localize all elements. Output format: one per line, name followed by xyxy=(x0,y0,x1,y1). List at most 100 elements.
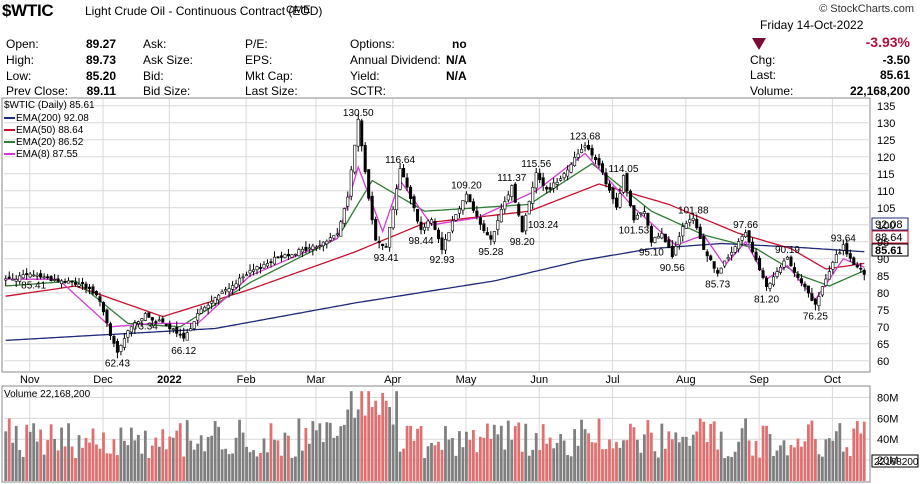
candle-body xyxy=(60,280,64,285)
volume-bar xyxy=(698,418,702,481)
candle-body xyxy=(475,210,479,217)
candle-body xyxy=(576,153,580,158)
volume-bar xyxy=(478,436,482,481)
volume-bar xyxy=(150,445,154,481)
volume-bar xyxy=(102,432,105,481)
volume-bar xyxy=(252,450,255,481)
price-annotation: 93.41 xyxy=(374,253,399,264)
volume-bar xyxy=(740,428,744,481)
date-tick-label: May xyxy=(456,374,477,386)
volume-bar xyxy=(552,448,556,481)
candle-body xyxy=(730,252,734,256)
volume-bars xyxy=(4,391,866,481)
volume-bar xyxy=(84,437,88,481)
volume-bar xyxy=(161,429,165,481)
candle-body xyxy=(852,257,856,266)
last-value-tag-box xyxy=(871,230,909,244)
volume-bar xyxy=(723,458,727,481)
quote-date: Friday 14-Oct-2022 xyxy=(760,18,864,32)
candle-body xyxy=(799,278,803,284)
candle-body xyxy=(423,226,427,231)
candle-body xyxy=(433,221,437,230)
candle-body xyxy=(583,145,587,148)
volume-bar xyxy=(695,431,699,481)
brand: © StockCharts.com xyxy=(819,3,914,15)
candle-body xyxy=(635,214,639,220)
candle-body xyxy=(304,246,308,251)
candle-body xyxy=(614,197,618,208)
volume-bar xyxy=(726,456,730,481)
volume-bar xyxy=(398,451,402,481)
candle-body xyxy=(775,271,779,277)
price-annotation: 123.68 xyxy=(570,131,601,142)
candle-body xyxy=(587,144,591,150)
date-tick-label: 2022 xyxy=(157,374,181,386)
volume-bar xyxy=(412,440,416,481)
volume-bar xyxy=(276,440,280,481)
price-annotation: 115.56 xyxy=(521,159,551,170)
volume-legend-label: Volume 22,168,200 xyxy=(4,389,91,400)
volume-bar xyxy=(245,446,248,481)
volume-bar xyxy=(475,452,479,481)
candle-body xyxy=(105,309,109,324)
volume-bar xyxy=(660,423,664,481)
volume-bar xyxy=(611,448,615,481)
volume-bar xyxy=(541,424,545,481)
candle-body xyxy=(653,237,657,243)
candle-body xyxy=(258,267,263,269)
volume-bar xyxy=(91,428,95,481)
last-value-tag: 92.08 xyxy=(875,219,903,231)
candle-body xyxy=(656,235,660,239)
volume-bar xyxy=(625,440,629,481)
volume-legend: Volume 22,168,200 xyxy=(4,389,90,400)
candle-body xyxy=(224,289,228,292)
candle-body xyxy=(751,241,755,253)
price-annotation: 111.37 xyxy=(497,173,527,184)
candle-body xyxy=(412,196,416,209)
candle-body xyxy=(402,168,406,178)
bid-label: Bid: xyxy=(143,69,164,83)
candle-body xyxy=(328,237,332,241)
volume-bar xyxy=(18,449,22,481)
candle-body xyxy=(440,237,444,250)
candle-body xyxy=(450,220,454,232)
volume-bar xyxy=(559,434,563,481)
price-annotation: 109.20 xyxy=(451,181,482,192)
candle-body xyxy=(136,321,140,325)
low-value: 85.20 xyxy=(85,69,116,83)
volume-bar xyxy=(259,453,262,481)
volume-bar xyxy=(751,455,754,481)
volume-bar xyxy=(499,425,503,481)
price-annotation: 66.12 xyxy=(171,346,196,357)
candle-body xyxy=(318,245,322,247)
volume-bar xyxy=(684,436,688,481)
volume-bar xyxy=(388,406,392,481)
candle-body xyxy=(265,263,270,267)
candle-body xyxy=(325,240,329,245)
volume-bar xyxy=(182,456,186,481)
volume-bar xyxy=(7,418,11,481)
candle-body xyxy=(719,267,723,274)
yield-value: N/A xyxy=(446,69,467,83)
volume-bar xyxy=(32,423,36,481)
candle-body xyxy=(234,283,238,288)
candle-body xyxy=(855,264,859,268)
candle-body xyxy=(667,239,671,248)
candle-body xyxy=(489,235,493,240)
candle-body xyxy=(391,208,395,229)
date-tick-label: Nov xyxy=(20,374,40,386)
volume-bar xyxy=(367,391,371,481)
volume-bar xyxy=(800,446,803,481)
volume-bar xyxy=(370,406,374,481)
volume-bar xyxy=(636,439,639,481)
candle-body xyxy=(580,149,584,153)
volume-bar xyxy=(639,452,643,481)
candle-body xyxy=(32,274,36,277)
candle-body xyxy=(269,261,273,264)
volume-bar xyxy=(618,447,622,481)
candle-body xyxy=(21,274,25,279)
candle-body xyxy=(859,267,863,270)
volume-bar xyxy=(196,443,200,481)
candle-body xyxy=(314,246,318,249)
candle-body xyxy=(11,278,15,281)
